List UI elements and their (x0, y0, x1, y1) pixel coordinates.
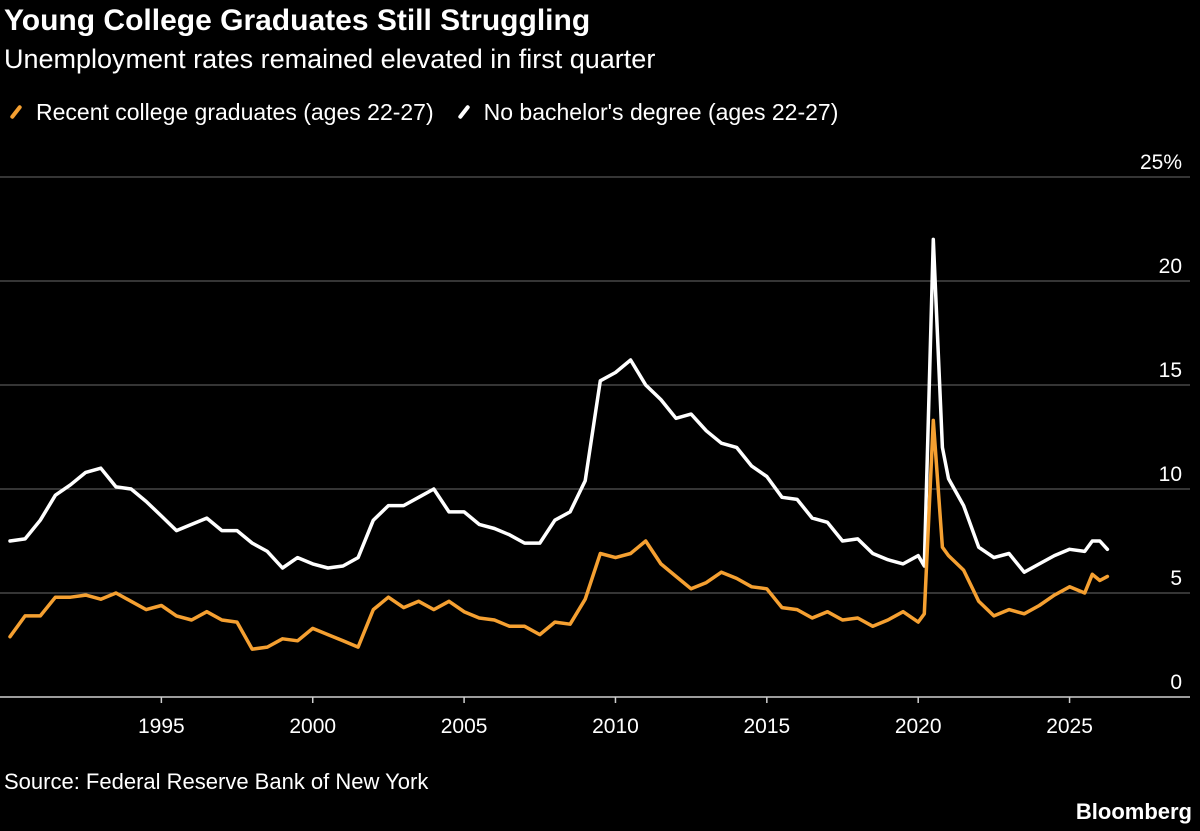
axes: 0 5 10 15 20 25% 1995 2000 2005 2010 2015 2020 2025 (0, 151, 1190, 738)
x-tick-label-2000: 2000 (289, 715, 336, 738)
gridlines (0, 176, 1190, 594)
legend-item-no-bachelors: No bachelor's degree (ages 22-27) (454, 98, 839, 126)
legend-label-no-bachelors: No bachelor's degree (ages 22-27) (483, 98, 839, 125)
y-tick-label-5: 5 (1170, 567, 1182, 590)
x-tick-label-2020: 2020 (895, 715, 942, 738)
series-line-recent-grads (8, 418, 1110, 651)
y-tick-label-15: 15 (1159, 359, 1182, 382)
y-tick-label-25: 25% (1140, 151, 1182, 174)
legend-item-recent-grads: Recent college graduates (ages 22-27) (6, 99, 434, 126)
legend-label-recent-grads: Recent college graduates (ages 22-27) (36, 98, 434, 125)
x-tick-label-2005: 2005 (441, 715, 488, 738)
y-tick-label-0: 0 (1170, 671, 1182, 694)
series-lines (8, 237, 1110, 651)
source-note: Source: Federal Reserve Bank of New York (4, 769, 429, 794)
x-tick-label-2010: 2010 (592, 715, 639, 738)
x-tick-label-2015: 2015 (743, 715, 790, 738)
x-tick-label-1995: 1995 (138, 715, 185, 738)
chart-title: Young College Graduates Still Struggling (4, 4, 591, 37)
chart-legend: Recent college graduates (ages 22-27) No… (6, 96, 858, 128)
brand-logo: Bloomberg (1075, 799, 1192, 824)
chart-subtitle: Unemployment rates remained elevated in … (4, 44, 656, 74)
x-tick-label-2025: 2025 (1046, 715, 1093, 738)
y-tick-label-20: 20 (1159, 255, 1182, 278)
series-line-no-bachelors (8, 237, 1110, 574)
y-tick-label-10: 10 (1159, 463, 1182, 486)
